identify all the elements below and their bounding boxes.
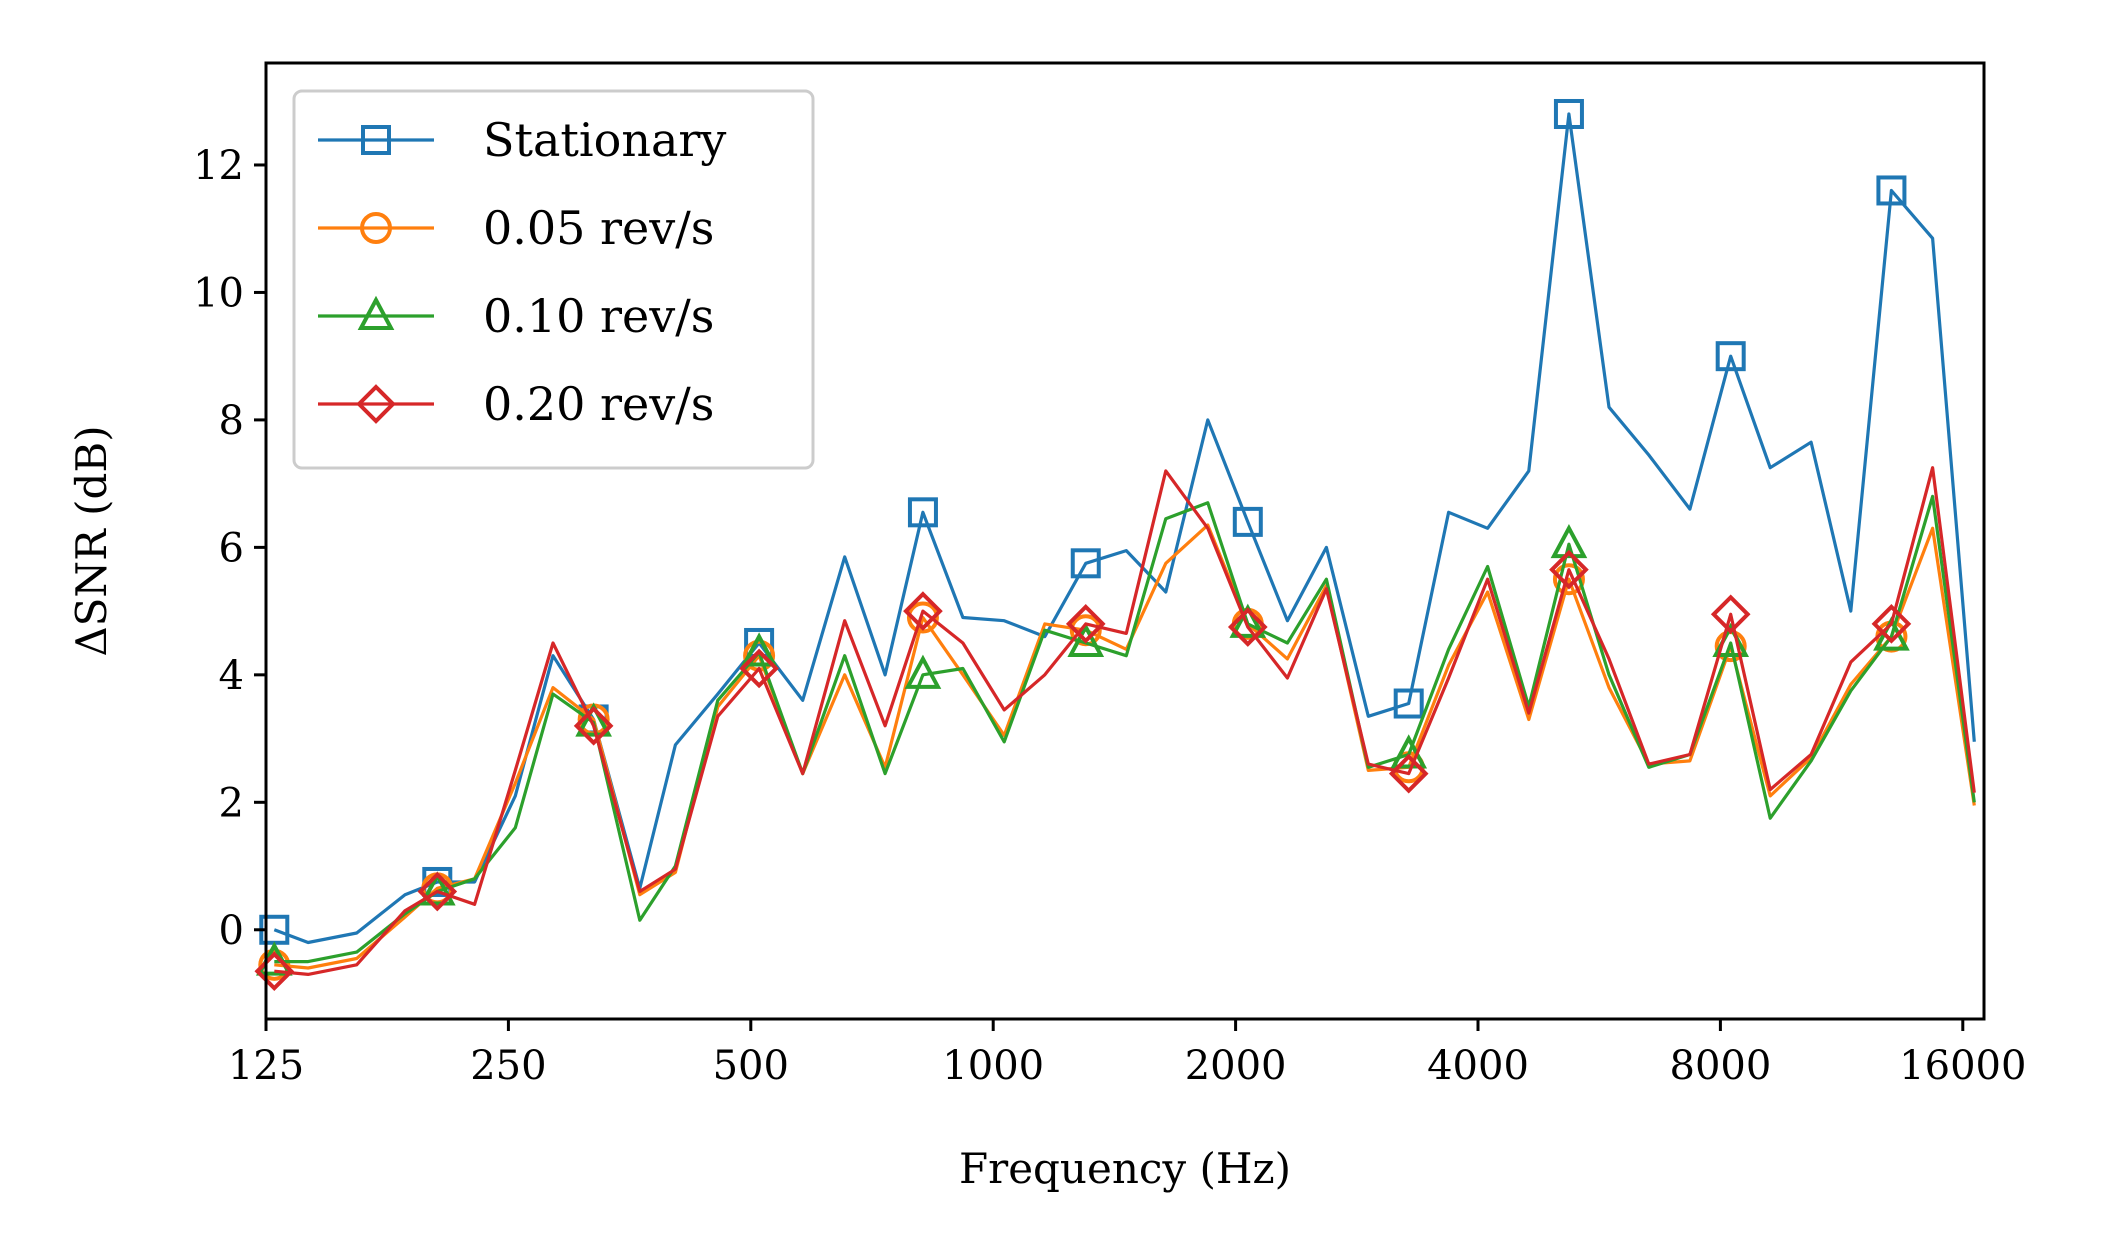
legend-marker <box>356 384 396 424</box>
data-point-0-20-rev-s <box>1388 753 1429 794</box>
series-line-stationary <box>273 112 1976 945</box>
data-point-stationary <box>1715 341 1746 372</box>
legend-entry-0-10-rev-s: 0.10 rev/s <box>318 289 714 343</box>
x-tick-label: 2000 <box>1185 1043 1287 1089</box>
x-tick-label: 16000 <box>1899 1043 2026 1089</box>
data-point-0-20-rev-s <box>254 951 295 992</box>
y-tick-label: 0 <box>219 908 244 954</box>
x-tick-label: 125 <box>228 1043 304 1089</box>
data-point-0-10-rev-s <box>418 871 456 906</box>
series-layer <box>254 98 1976 992</box>
y-axis: 0 2 4 6 8 10 12 <box>193 143 266 954</box>
data-point-0-10-rev-s <box>1550 523 1588 559</box>
data-point-0-20-rev-s <box>417 871 458 912</box>
data-point-0-20-rev-s <box>903 591 943 631</box>
data-point-0-05-rev-s <box>906 601 939 634</box>
series-0-20-rev-s <box>254 466 1976 992</box>
y-tick-label: 4 <box>219 653 244 699</box>
data-point-0-20-rev-s <box>1549 549 1589 590</box>
data-point-0-20-rev-s <box>1065 604 1106 644</box>
data-point-stationary <box>1393 688 1424 719</box>
y-tick-label: 12 <box>193 143 244 189</box>
y-tick-label: 10 <box>193 270 244 316</box>
legend-entry-0-05-rev-s: 0.05 rev/s <box>318 201 714 255</box>
legend: Stationary 0.05 rev/s 0.10 rev/s 0.20 rev/s <box>292 89 815 470</box>
data-point-stationary <box>907 497 938 528</box>
data-point-0-10-rev-s <box>575 702 612 737</box>
data-point-0-10-rev-s <box>1229 603 1267 638</box>
legend-marker <box>360 212 392 244</box>
legend-entry-stationary: Stationary <box>318 113 726 167</box>
x-axis: 125 250 500 1000 2000 4000 8000 16000 <box>228 1019 2026 1089</box>
x-tick-label: 250 <box>470 1043 546 1089</box>
series-line-0-05-rev-s <box>274 523 1976 970</box>
data-point-stationary <box>1070 548 1101 579</box>
legend-box <box>292 89 815 470</box>
y-tick-label: 6 <box>219 525 244 571</box>
data-point-0-05-rev-s <box>258 948 291 981</box>
x-tick-label: 1000 <box>942 1043 1044 1089</box>
series-line-0-20-rev-s <box>274 466 1976 977</box>
data-point-0-20-rev-s <box>739 648 779 689</box>
data-point-0-05-rev-s <box>1552 563 1585 596</box>
x-tick-label: 8000 <box>1670 1043 1772 1089</box>
data-point-0-10-rev-s <box>904 654 942 689</box>
y-axis-label: ΔSNR (dB) <box>67 425 116 656</box>
data-point-0-10-rev-s <box>740 632 778 667</box>
legend-label: 0.05 rev/s <box>483 201 714 255</box>
data-point-stationary <box>1876 175 1907 206</box>
data-point-0-20-rev-s <box>573 705 614 746</box>
data-point-stationary <box>1553 98 1584 129</box>
x-axis-label: Frequency (Hz) <box>959 1144 1291 1193</box>
legend-marker <box>357 295 395 330</box>
x-tick-label: 500 <box>713 1043 789 1089</box>
data-point-0-20-rev-s <box>1227 607 1268 647</box>
y-tick-label: 2 <box>219 780 244 826</box>
y-tick-label: 8 <box>219 398 244 444</box>
data-point-0-20-rev-s <box>1871 604 1912 644</box>
plot-area-frame <box>264 61 1986 1021</box>
legend-entry-0-20-rev-s: 0.20 rev/s <box>318 377 714 431</box>
data-point-0-10-rev-s <box>1067 622 1105 657</box>
legend-label: Stationary <box>483 113 726 167</box>
x-tick-label: 4000 <box>1427 1043 1529 1089</box>
data-point-stationary <box>1232 506 1263 537</box>
legend-marker <box>361 125 391 155</box>
legend-label: 0.20 rev/s <box>483 377 714 431</box>
legend-label: 0.10 rev/s <box>483 289 714 343</box>
data-point-0-20-rev-s <box>1710 594 1751 635</box>
